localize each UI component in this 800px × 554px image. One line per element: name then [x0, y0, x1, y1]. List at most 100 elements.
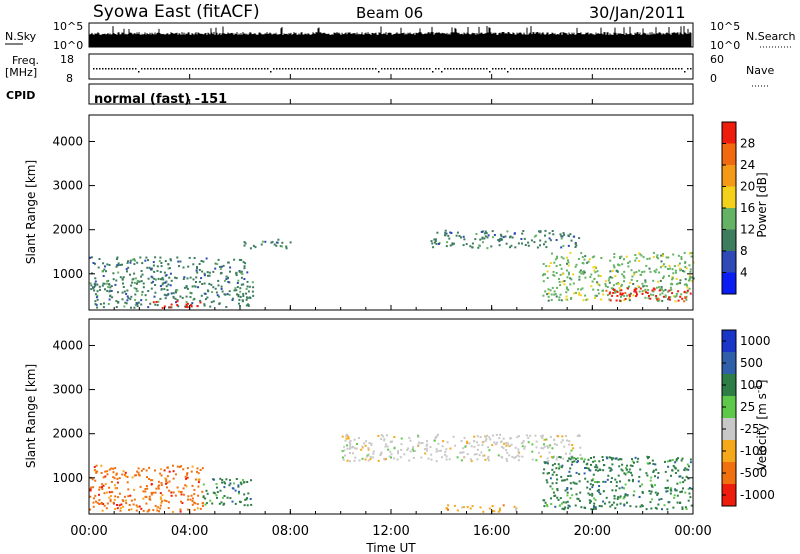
power-echo-cell: [285, 247, 288, 250]
power-echo-cell: [636, 280, 639, 282]
power-echo-cell: [217, 258, 220, 261]
power-echo-cell: [561, 272, 564, 275]
power-echo-cell: [545, 265, 548, 268]
power-echo-cell: [153, 270, 156, 273]
nave-dot: [135, 68, 137, 70]
power-echo-cell: [190, 292, 193, 295]
velocity-echo-cell: [581, 457, 583, 460]
velocity-echo-cell: [553, 438, 555, 441]
power-echo-cell: [236, 293, 238, 296]
nave-dot: [477, 68, 479, 70]
power-echo-cell: [639, 287, 642, 290]
power-echo-cell: [605, 289, 608, 292]
velocity-echo-cell: [650, 476, 653, 479]
power-echo-cell: [628, 285, 630, 288]
power-echo-cell: [629, 281, 632, 284]
power-echo-cell: [570, 297, 572, 300]
velocity-echo-cell: [592, 478, 594, 481]
nave-dot: [210, 68, 212, 70]
velocity-echo-cell: [568, 443, 571, 446]
power-echo-cell: [475, 233, 478, 235]
nave-dot: [357, 68, 359, 70]
velocity-echo-cell: [197, 472, 200, 475]
velocity-echo-cell: [352, 452, 354, 455]
power-echo-cell: [565, 298, 568, 301]
velocity-echo-cell: [638, 475, 641, 478]
power-echo-cell: [632, 294, 635, 297]
velocity-echo-cell: [412, 450, 415, 452]
velocity-echo-cell: [191, 497, 194, 500]
velocity-echo-cell: [136, 470, 139, 473]
velocity-echo-cell: [101, 486, 103, 489]
velocity-echo-cell: [619, 458, 621, 461]
nave-dot: [267, 68, 269, 70]
velocity-panel-frame: [88, 318, 694, 515]
velocity-echo-cell: [423, 448, 426, 451]
velocity-echo-cell: [355, 443, 358, 445]
velocity-echo-cell: [569, 497, 572, 500]
velocity-echo-cell: [110, 481, 113, 483]
velocity-echo-cell: [631, 460, 634, 463]
velocity-echo-cell: [566, 488, 569, 491]
velocity-echo-cell: [543, 443, 545, 446]
power-echo-cell: [132, 277, 135, 280]
velocity-echo-cell: [561, 479, 564, 482]
velocity-echo-cell: [670, 474, 672, 477]
station-title: Syowa East (fitACF): [93, 2, 260, 22]
velocity-echo-cell: [514, 446, 517, 449]
velocity-echo-cell: [104, 475, 107, 478]
velocity-echo-cell: [674, 461, 677, 464]
power-echo-cell: [160, 265, 163, 268]
velocity-echo-cell: [619, 495, 622, 498]
velocity-echo-cell: [90, 486, 93, 489]
power-echo-cell: [150, 287, 153, 290]
velocity-echo-cell: [610, 481, 613, 483]
power-echo-cell: [149, 302, 152, 305]
velocity-echo-cell: [158, 484, 161, 487]
nave-dot: [309, 68, 311, 70]
power-colorbar-tick-label: 20: [740, 180, 755, 194]
velocity-echo-cell: [353, 459, 356, 462]
nave-dot: [153, 68, 155, 70]
velocity-echo-cell: [245, 498, 248, 501]
power-echo-cell: [685, 295, 688, 298]
velocity-echo-cell: [250, 503, 253, 506]
power-echo-cell: [200, 277, 203, 280]
power-echo-cell: [117, 264, 120, 267]
velocity-echo-cell: [148, 478, 151, 480]
power-echo-cell: [611, 269, 614, 272]
velocity-echo-cell: [108, 468, 111, 471]
velocity-echo-cell: [626, 501, 628, 504]
power-echo-cell: [238, 258, 241, 261]
velocity-echo-cell: [354, 456, 357, 459]
power-echo-cell: [112, 272, 115, 275]
velocity-echo-cell: [170, 491, 173, 494]
velocity-echo-cell: [437, 442, 440, 445]
power-echo-cell: [164, 297, 167, 300]
velocity-echo-cell: [587, 467, 590, 470]
power-echo-cell: [546, 293, 549, 296]
velocity-echo-cell: [666, 508, 669, 511]
velocity-echo-cell: [353, 438, 356, 441]
nave-dot: [618, 68, 620, 70]
power-echo-cell: [92, 262, 95, 264]
velocity-echo-cell: [246, 481, 249, 483]
velocity-echo-cell: [122, 500, 125, 502]
nave-dot: [594, 68, 596, 70]
power-echo-cell: [145, 256, 148, 259]
power-echo-cell: [240, 259, 243, 261]
velocity-echo-cell: [687, 468, 690, 471]
velocity-echo-cell: [250, 479, 252, 482]
velocity-echo-cell: [570, 463, 573, 466]
velocity-echo-cell: [347, 437, 350, 440]
nave-dot: [312, 68, 314, 70]
velocity-echo-cell: [145, 495, 148, 498]
velocity-echo-cell: [594, 466, 597, 469]
velocity-echo-cell: [204, 497, 207, 500]
power-echo-cell: [449, 231, 452, 234]
velocity-echo-cell: [631, 480, 634, 483]
velocity-echo-cell: [197, 481, 200, 484]
power-echo-cell: [203, 303, 206, 306]
power-echo-cell: [109, 286, 112, 289]
velocity-echo-cell: [190, 494, 193, 497]
